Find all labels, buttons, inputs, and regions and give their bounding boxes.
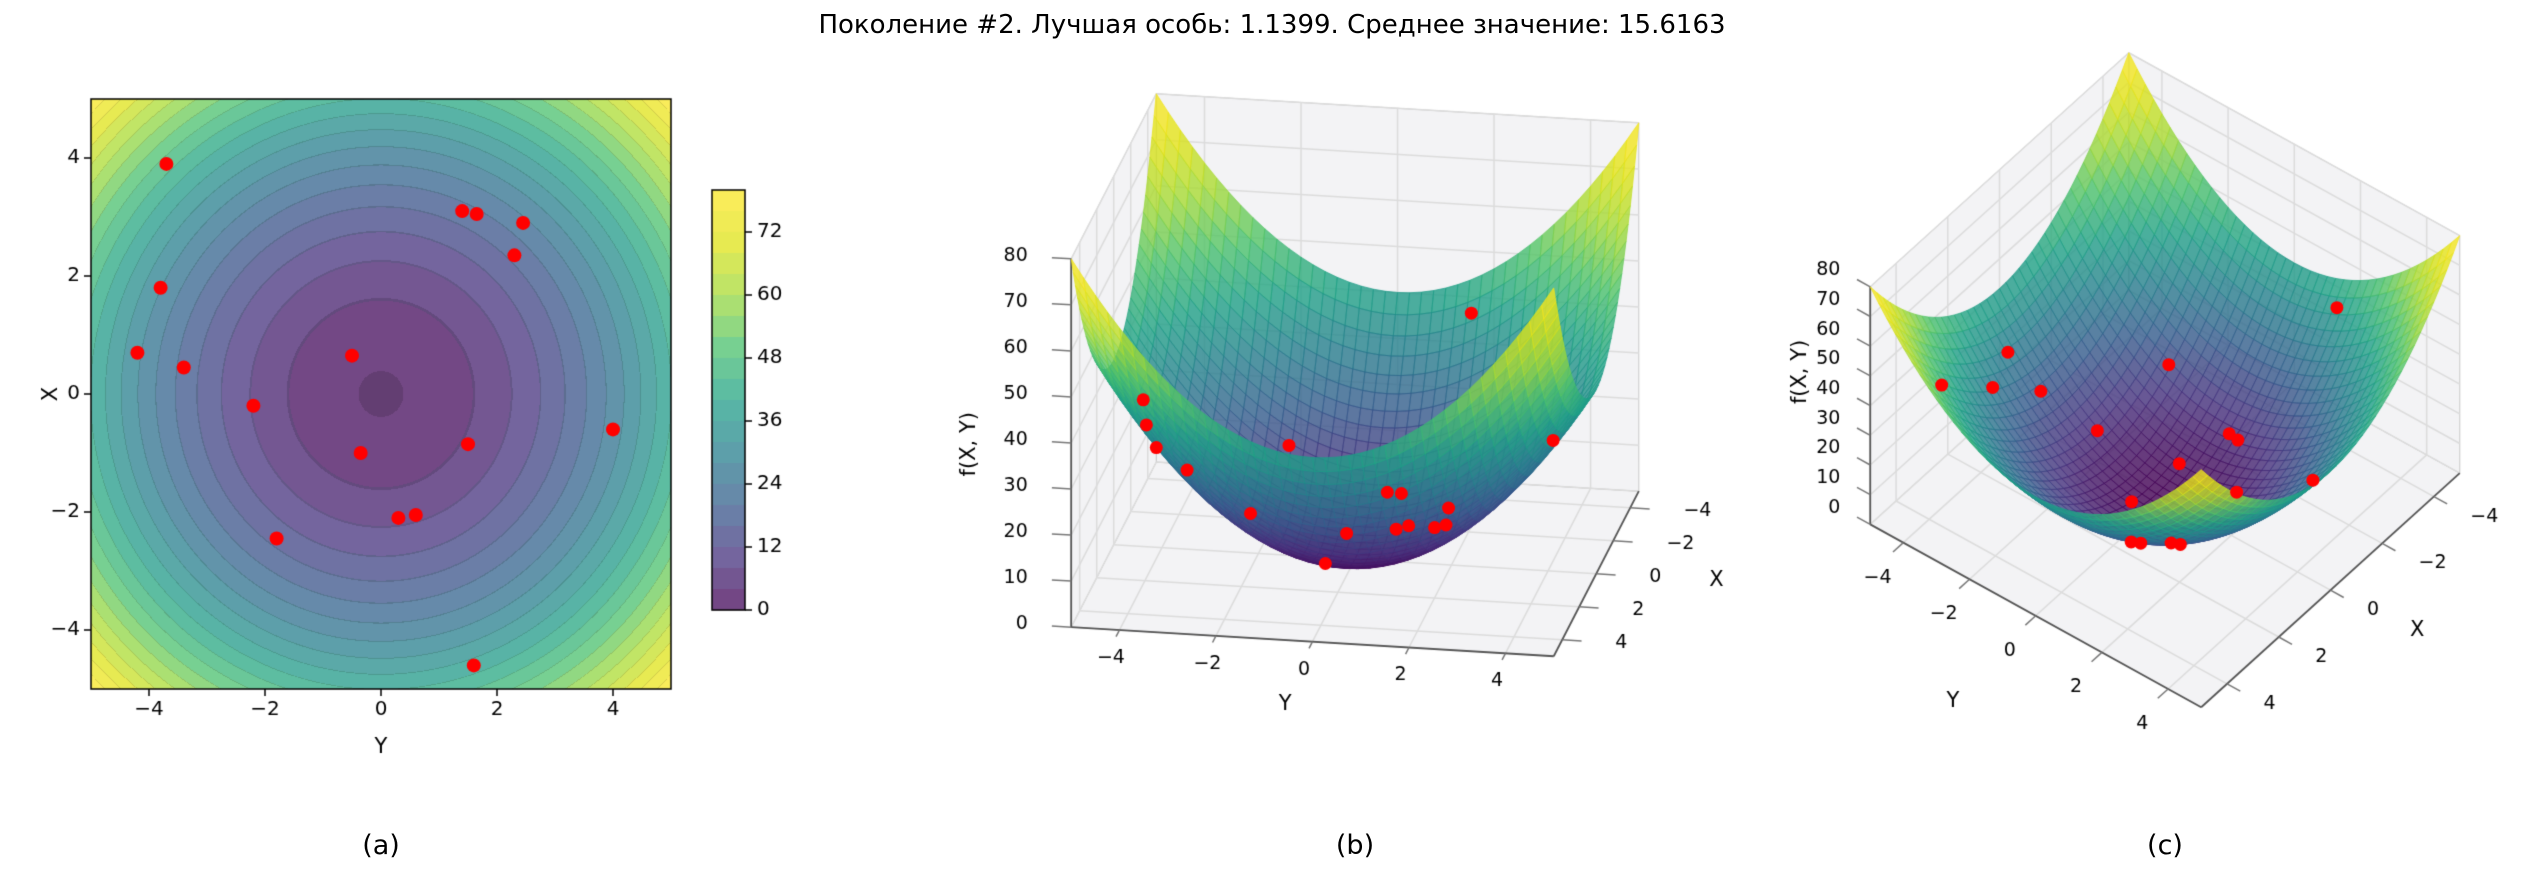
surface-plot-b — [950, 45, 1750, 835]
contour-plot-a — [40, 70, 820, 810]
caption-c: (c) — [2147, 830, 2183, 861]
surface-plot-c — [1780, 30, 2540, 830]
caption-a: (a) — [362, 830, 400, 861]
caption-b: (b) — [1335, 830, 1375, 861]
figure-title: Поколение #2. Лучшая особь: 1.1399. Сред… — [818, 10, 1726, 40]
